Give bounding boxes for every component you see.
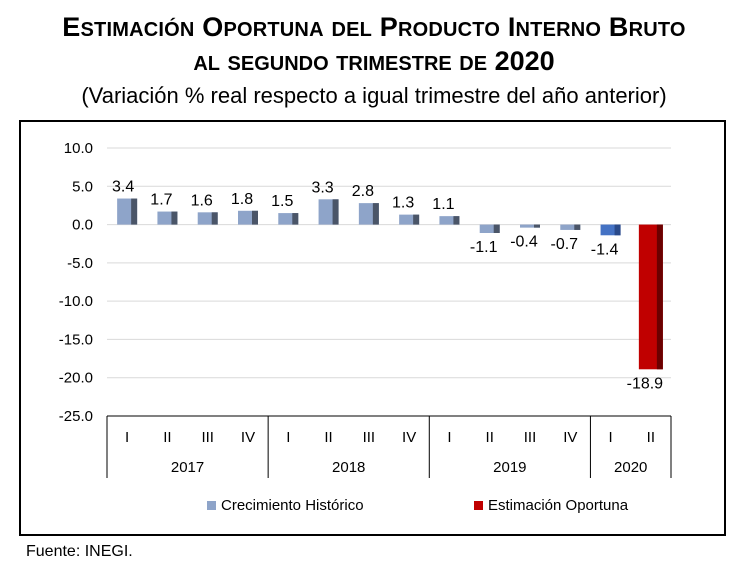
y-tick-label: -10.0 (59, 293, 93, 310)
bar-side (534, 224, 540, 228)
title-line1-text: ESTIMACIÓN OPORTUNA DEL PRODUCTO INTERNO… (62, 12, 686, 42)
y-tick-label: 5.0 (72, 178, 93, 195)
year-label: 2017 (171, 459, 204, 476)
data-label: 3.4 (112, 179, 134, 196)
title-line2-words: AL SEGUNDO TRIMESTRE DE (193, 53, 488, 75)
bar (560, 224, 581, 230)
bar-side (131, 198, 138, 225)
bar-side (614, 224, 621, 236)
y-tick-label: 0.0 (72, 217, 93, 234)
bar (520, 224, 540, 228)
bar-side (453, 216, 460, 225)
data-label: -0.7 (550, 236, 578, 253)
y-tick-label: -15.0 (59, 331, 93, 348)
data-label: -0.4 (510, 234, 538, 251)
chart-title-line1: ESTIMACIÓN OPORTUNA DEL PRODUCTO INTERNO… (0, 12, 748, 43)
x-tick-label: II (486, 429, 494, 446)
x-tick-label: III (201, 429, 214, 446)
chart-subtitle: (Variación % real respecto a igual trime… (81, 83, 667, 108)
legend-label: Crecimiento Histórico (221, 497, 364, 514)
bar-side (292, 213, 299, 225)
bar (479, 224, 500, 233)
x-tick-label: I (286, 429, 290, 446)
chart-frame: 10.0 5.0 0.0 -5.0 -10.0 -15.0 -20.0 -25.0 3.4 1.7… (19, 120, 726, 536)
data-label: -1.4 (591, 241, 619, 258)
x-tick-label: II (324, 429, 332, 446)
legend-label: Estimación Oportuna (488, 497, 629, 514)
chart-title-line2: AL SEGUNDO TRIMESTRE DE 2020 (0, 46, 748, 77)
x-tick-label: I (447, 429, 451, 446)
bar (600, 224, 621, 236)
bar-side (413, 214, 420, 225)
bar (278, 213, 299, 225)
bar-side (493, 224, 500, 233)
bar-side (171, 211, 178, 225)
bar-side (372, 203, 379, 225)
x-tick-label: II (163, 429, 171, 446)
year-label: 2018 (332, 459, 365, 476)
legend-swatch (474, 501, 483, 510)
source-note: Fuente: INEGI. (26, 543, 133, 560)
bar-side (332, 199, 339, 225)
y-tick-label: -25.0 (59, 408, 93, 425)
x-tick-label: III (363, 429, 376, 446)
year-label: 2019 (493, 459, 526, 476)
bar (399, 214, 420, 225)
x-tick-label: I (608, 429, 612, 446)
year-label: 2020 (614, 459, 647, 476)
bar (439, 216, 460, 225)
bar-side (574, 224, 581, 230)
data-label: 3.3 (311, 179, 333, 196)
bar-side (656, 224, 663, 370)
data-label: 1.5 (271, 193, 293, 210)
x-tick-label: IV (241, 429, 255, 446)
data-label: 2.8 (352, 183, 374, 200)
x-tick-label: II (647, 429, 655, 446)
legend-swatch (207, 501, 216, 510)
data-label: -1.1 (470, 239, 498, 256)
data-label: -18.9 (627, 375, 664, 392)
data-label: 1.6 (191, 192, 213, 209)
data-label: 1.3 (392, 195, 414, 212)
y-tick-label: -20.0 (59, 370, 93, 387)
bar-side (252, 210, 258, 225)
y-tick-label: 10.0 (64, 140, 93, 157)
bar-chart: 10.0 5.0 0.0 -5.0 -10.0 -15.0 -20.0 -25.0 3.4 1.7… (59, 140, 672, 514)
x-tick-label: IV (563, 429, 577, 446)
bar-side (211, 212, 218, 225)
data-label: 1.8 (231, 191, 253, 208)
title-line2-year: 2020 (494, 46, 555, 76)
x-tick-label: I (125, 429, 129, 446)
data-label: 1.1 (432, 196, 454, 213)
data-label: 1.7 (150, 192, 172, 209)
x-tick-label: III (524, 429, 537, 446)
y-tick-label: -5.0 (67, 255, 93, 272)
x-tick-label: IV (402, 429, 416, 446)
